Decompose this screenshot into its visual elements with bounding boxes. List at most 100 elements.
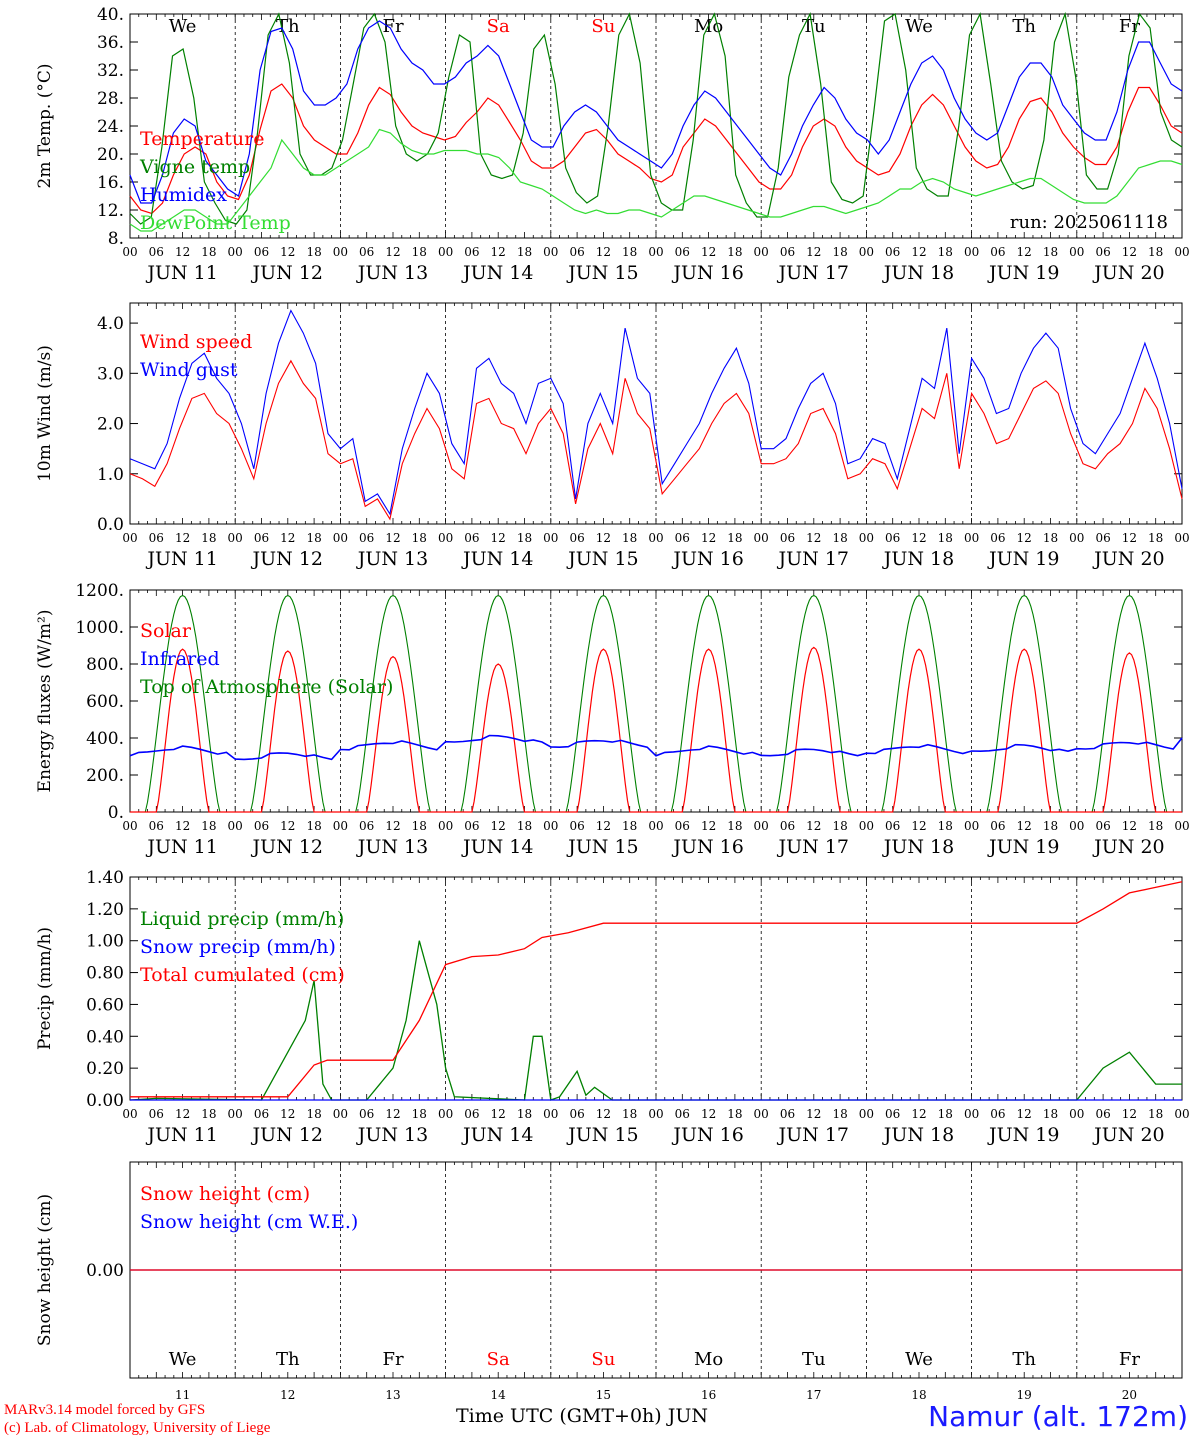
hour-label: 06 <box>254 531 269 545</box>
date-label: JUN 17 <box>777 548 849 570</box>
day-number: 12 <box>280 1388 295 1402</box>
hour-label: 18 <box>832 819 847 833</box>
hour-label: 18 <box>201 531 216 545</box>
day-number: 15 <box>596 1388 611 1402</box>
hour-label: 06 <box>569 1107 584 1121</box>
hour-label: 12 <box>596 531 611 545</box>
hour-label: 18 <box>1148 1107 1163 1121</box>
legend-entry: Wind speed <box>140 331 252 353</box>
date-label: JUN 18 <box>882 262 954 284</box>
hour-label: 12 <box>175 1107 190 1121</box>
hour-label: 00 <box>543 531 558 545</box>
hour-label: 18 <box>1043 245 1058 259</box>
hour-label: 00 <box>754 819 769 833</box>
hour-label: 00 <box>1174 819 1189 833</box>
hour-label: 06 <box>1095 245 1110 259</box>
hour-label: 00 <box>438 819 453 833</box>
wind-series-line-0 <box>129 359 1183 521</box>
hour-label: 06 <box>569 245 584 259</box>
legend-entry: Infrared <box>140 648 220 670</box>
hour-label: 00 <box>1174 1107 1189 1121</box>
day-name-top: We <box>905 16 933 37</box>
day-name-bottom: Mo <box>694 1349 723 1370</box>
y-tick-label: 1.00 <box>86 932 124 952</box>
hour-label: 00 <box>333 245 348 259</box>
hour-label: 06 <box>675 819 690 833</box>
hour-label: 06 <box>464 1107 479 1121</box>
hour-label: 06 <box>359 245 374 259</box>
hour-label: 12 <box>701 819 716 833</box>
site-label: Namur (alt. 172m) <box>928 1400 1188 1433</box>
legend-entry: Wind gust <box>140 359 238 381</box>
hour-label: 18 <box>201 819 216 833</box>
day-number: 11 <box>175 1388 190 1402</box>
y-tick-label: 8. <box>108 229 124 249</box>
hour-label: 12 <box>596 245 611 259</box>
hour-label: 00 <box>964 819 979 833</box>
day-number: 18 <box>911 1388 926 1402</box>
hour-label: 06 <box>1095 531 1110 545</box>
hour-label: 18 <box>832 531 847 545</box>
hour-label: 06 <box>359 819 374 833</box>
date-label: JUN 12 <box>251 262 323 284</box>
hour-label: 12 <box>491 819 506 833</box>
hour-label: 18 <box>1148 245 1163 259</box>
date-label: JUN 18 <box>882 836 954 858</box>
precip-series-line-2 <box>130 881 1183 1098</box>
hour-label: 00 <box>333 531 348 545</box>
hour-label: 12 <box>280 819 295 833</box>
hour-label: 06 <box>569 819 584 833</box>
hour-label: 18 <box>622 819 637 833</box>
hour-label: 12 <box>1017 819 1032 833</box>
y-tick-label: 0.00 <box>86 1261 124 1281</box>
hour-label: 12 <box>280 1107 295 1121</box>
hour-label: 00 <box>543 819 558 833</box>
hour-label: 12 <box>175 819 190 833</box>
y-axis-title: Precip (mm/h) <box>35 927 55 1050</box>
hour-label: 12 <box>385 1107 400 1121</box>
hour-label: 06 <box>149 531 164 545</box>
hour-label: 06 <box>149 819 164 833</box>
hour-label: 00 <box>648 819 663 833</box>
hour-label: 00 <box>122 245 137 259</box>
hour-label: 00 <box>122 1107 137 1121</box>
date-label: JUN 16 <box>671 548 743 570</box>
hour-label: 18 <box>622 1107 637 1121</box>
hour-label: 12 <box>1122 819 1137 833</box>
hour-label: 06 <box>885 245 900 259</box>
hour-label: 06 <box>359 1107 374 1121</box>
y-tick-label: 0.40 <box>86 1027 124 1047</box>
date-label: JUN 14 <box>461 1124 533 1146</box>
date-label: JUN 14 <box>461 262 533 284</box>
hour-label: 06 <box>990 819 1005 833</box>
hour-label: 18 <box>727 1107 742 1121</box>
hour-label: 00 <box>543 1107 558 1121</box>
hour-label: 06 <box>780 531 795 545</box>
hour-label: 18 <box>1043 531 1058 545</box>
date-label: JUN 15 <box>566 836 638 858</box>
hour-label: 06 <box>990 1107 1005 1121</box>
y-tick-label: 1.40 <box>86 868 124 888</box>
hour-label: 06 <box>359 531 374 545</box>
date-label: JUN 16 <box>671 836 743 858</box>
hour-label: 00 <box>333 1107 348 1121</box>
y-tick-label: 1.0 <box>97 465 124 485</box>
hour-label: 12 <box>701 1107 716 1121</box>
hour-label: 18 <box>412 819 427 833</box>
y-tick-label: 16. <box>97 173 124 193</box>
hour-label: 12 <box>806 819 821 833</box>
hour-label: 18 <box>727 245 742 259</box>
hour-label: 12 <box>911 1107 926 1121</box>
day-number: 17 <box>806 1388 821 1402</box>
y-axis-title: 2m Temp. (°C) <box>35 63 55 188</box>
hour-label: 12 <box>175 245 190 259</box>
day-number: 13 <box>385 1388 400 1402</box>
hour-label: 12 <box>175 531 190 545</box>
date-label: JUN 19 <box>987 836 1059 858</box>
x-axis-month: JUN <box>667 1405 709 1427</box>
hour-label: 00 <box>1069 1107 1084 1121</box>
date-label: JUN 17 <box>777 836 849 858</box>
hour-label: 18 <box>306 819 321 833</box>
temp-series-line-3 <box>129 128 1183 232</box>
